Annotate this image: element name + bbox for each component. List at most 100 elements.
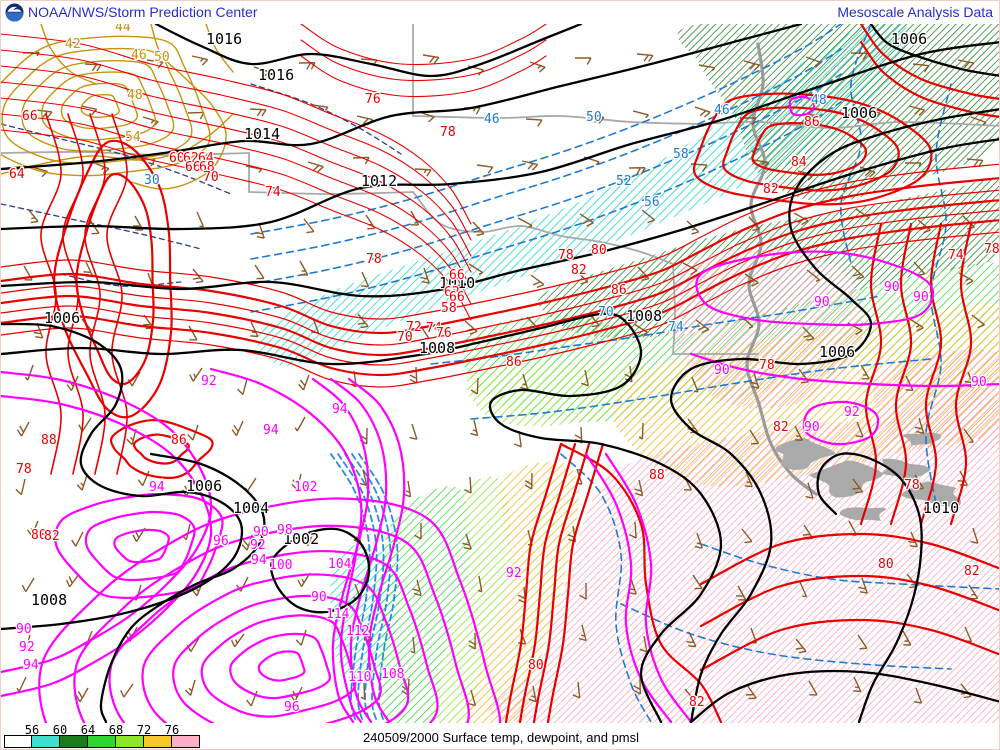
temp-label: 88 bbox=[41, 433, 57, 448]
temp-label: 60 bbox=[169, 151, 185, 166]
temp-hot-label: 114 bbox=[326, 607, 350, 622]
dewpoint-label: 56 bbox=[644, 195, 660, 210]
temp-hot-label: 94 bbox=[23, 658, 39, 673]
temp-label: 82 bbox=[964, 564, 980, 579]
pressure-label: 1006 bbox=[819, 343, 855, 361]
temp-label: 78 bbox=[558, 248, 574, 263]
pressure-label: 1006 bbox=[186, 477, 222, 495]
temp-label: 82 bbox=[44, 529, 60, 544]
temp-label: 78 bbox=[16, 462, 32, 477]
temp-cold-label: 46 bbox=[131, 48, 147, 63]
legend-tick: 76 bbox=[164, 723, 180, 737]
temp-hot-label: 96 bbox=[213, 534, 229, 549]
temp-cold-label: 48 bbox=[127, 88, 143, 103]
temp-label: 64 bbox=[198, 151, 214, 166]
mesoanalysis-map[interactable]: 1016 1016 1014 1012 1010 1010 1008 1008 1008 1006… bbox=[1, 24, 999, 723]
pressure-label: 1010 bbox=[439, 274, 475, 292]
temp-hot-label: 90 bbox=[804, 420, 820, 435]
temp-hot-label: 90 bbox=[311, 590, 327, 605]
legend-swatch bbox=[144, 735, 172, 748]
temp-label: 82 bbox=[571, 263, 587, 278]
temp-label: 70 bbox=[203, 170, 219, 185]
temp-cold-label: 42 bbox=[65, 37, 81, 52]
pressure-label: 1008 bbox=[31, 591, 67, 609]
dewpoint-label: 48 bbox=[811, 93, 827, 108]
temp-label: 82 bbox=[763, 182, 779, 197]
temp-label: 74 bbox=[948, 248, 964, 263]
contour-labels: 1016101610141012101010101008100810081006… bbox=[8, 24, 999, 716]
pressure-label: 1010 bbox=[923, 499, 959, 517]
pressure-label: 1004 bbox=[233, 499, 269, 517]
dewpoint-contours bbox=[1, 24, 999, 723]
temp-hot-label: 92 bbox=[506, 566, 522, 581]
temp-label: 86 bbox=[171, 433, 187, 448]
temp-hot-label: 100 bbox=[269, 558, 292, 573]
temp-label: 72 bbox=[406, 320, 422, 335]
legend-tick: 56 bbox=[24, 723, 40, 737]
temp-label: 86 bbox=[804, 115, 820, 130]
temp-label: 76 bbox=[365, 92, 381, 107]
temp-cold-label: 50 bbox=[154, 50, 170, 65]
temp-label: 88 bbox=[649, 468, 665, 483]
pressure-label: 1002 bbox=[283, 530, 319, 548]
temp-hot-label: 108 bbox=[381, 667, 404, 682]
pressure-label: 1014 bbox=[244, 125, 280, 143]
pressure-label: 1006 bbox=[841, 104, 877, 122]
map-caption: 240509/2000 Surface temp, dewpoint, and … bbox=[362, 730, 640, 745]
pressure-contours bbox=[1, 24, 999, 723]
legend-swatch bbox=[4, 735, 32, 748]
hot-temp-contours bbox=[1, 95, 999, 723]
temp-label: 66 bbox=[22, 109, 38, 124]
temp-label: 78 bbox=[440, 125, 456, 140]
temp-hot-label: 96 bbox=[284, 700, 300, 715]
cold-temp-contours bbox=[1, 24, 234, 190]
pressure-label: 1008 bbox=[626, 307, 662, 325]
temp-label: 66 bbox=[185, 160, 201, 175]
temp-hot-label: 110 bbox=[348, 670, 371, 685]
legend-swatch bbox=[32, 735, 60, 748]
temp-label: 74 bbox=[426, 321, 442, 336]
temp-label: 70 bbox=[397, 330, 413, 345]
temp-hot-label: 90 bbox=[253, 525, 269, 540]
temp-hot-label: 98 bbox=[277, 523, 293, 538]
dewpoint-label: 70 bbox=[598, 305, 614, 320]
legend-tick: 72 bbox=[136, 723, 152, 737]
temp-hot-label: 94 bbox=[263, 423, 279, 438]
temp-hot-label: 94 bbox=[251, 553, 267, 568]
temp-hot-label: 104 bbox=[328, 557, 352, 572]
temp-cold-label: 54 bbox=[125, 130, 141, 145]
temp-label: 82 bbox=[773, 420, 789, 435]
footer-bar: 56 60 64 68 72 76 240509/2000 Surface temp, d… bbox=[1, 723, 999, 749]
legend-tick: 68 bbox=[108, 723, 124, 737]
pressure-label: 1006 bbox=[891, 30, 927, 48]
temp-cold-label: 44 bbox=[115, 24, 131, 35]
temp-label: 80 bbox=[878, 557, 894, 572]
temp-label: 76 bbox=[436, 326, 452, 341]
temp-label: 66 bbox=[449, 290, 465, 305]
temp-label: 80 bbox=[528, 658, 544, 673]
temp-hot-label: 92 bbox=[250, 538, 266, 553]
dewpoint-label: 58 bbox=[673, 147, 689, 162]
state-borders bbox=[1, 24, 999, 521]
legend-tick: 64 bbox=[80, 723, 96, 737]
pressure-label: 1008 bbox=[419, 339, 455, 357]
site-title[interactable]: NOAA/NWS/Storm Prediction Center bbox=[28, 4, 258, 20]
dewpoint-label: 30 bbox=[144, 173, 160, 188]
temp-label: 62 bbox=[183, 151, 199, 166]
noaa-logo-icon bbox=[5, 3, 24, 22]
temp-label: 78 bbox=[904, 478, 920, 493]
pressure-label: 1006 bbox=[44, 309, 80, 327]
temp-label: 66 bbox=[449, 268, 465, 283]
temp-label: 84 bbox=[791, 155, 807, 170]
dewpoint-label: 52 bbox=[616, 174, 632, 189]
temp-label: 86 bbox=[611, 283, 627, 298]
temp-label: 78 bbox=[759, 358, 775, 373]
temp-hot-label: 92 bbox=[19, 640, 35, 655]
temp-hot-label: 90 bbox=[884, 280, 900, 295]
temp-label: 86 bbox=[506, 355, 522, 370]
temp-hot-label: 90 bbox=[16, 622, 32, 637]
temp-label: 80 bbox=[31, 528, 47, 543]
header-bar: NOAA/NWS/Storm Prediction Center Mesosca… bbox=[1, 1, 999, 24]
temp-hot-label: 90 bbox=[913, 290, 929, 305]
